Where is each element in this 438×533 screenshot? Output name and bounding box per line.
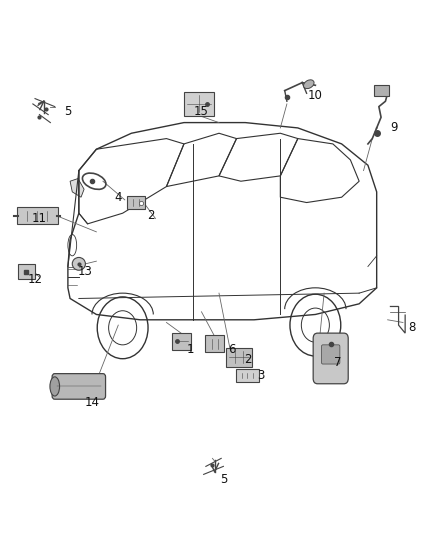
Text: 13: 13 [78,265,93,278]
Text: 12: 12 [28,273,42,286]
FancyBboxPatch shape [52,374,106,399]
Polygon shape [70,179,84,197]
Ellipse shape [50,377,60,396]
FancyBboxPatch shape [172,333,191,350]
Text: 11: 11 [32,212,47,225]
FancyBboxPatch shape [313,333,348,384]
Ellipse shape [304,80,314,88]
Text: 10: 10 [308,90,323,102]
FancyBboxPatch shape [17,207,58,224]
FancyBboxPatch shape [374,85,389,96]
Text: 1: 1 [187,343,194,356]
Text: 2: 2 [244,353,251,366]
Ellipse shape [72,257,85,270]
FancyBboxPatch shape [236,369,259,382]
Text: 5: 5 [220,473,227,486]
Text: 5: 5 [64,106,71,118]
Text: 7: 7 [333,356,341,369]
Text: 14: 14 [85,396,99,409]
FancyBboxPatch shape [184,92,214,116]
FancyBboxPatch shape [226,348,251,367]
Text: 2: 2 [147,209,155,222]
Text: 6: 6 [228,343,236,356]
FancyBboxPatch shape [127,196,145,209]
FancyBboxPatch shape [18,264,35,279]
Text: 9: 9 [390,122,398,134]
FancyBboxPatch shape [321,345,340,364]
Text: 15: 15 [194,106,209,118]
Text: 3: 3 [257,369,264,382]
FancyBboxPatch shape [205,335,224,352]
Text: 4: 4 [114,191,122,204]
Text: 8: 8 [408,321,415,334]
